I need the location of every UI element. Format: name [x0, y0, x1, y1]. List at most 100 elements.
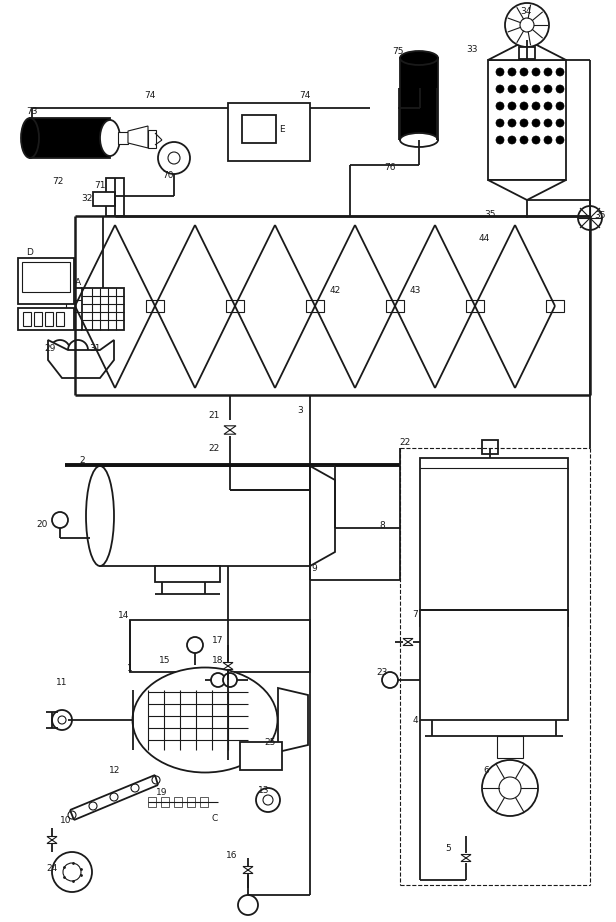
Circle shape — [508, 85, 516, 93]
Bar — [519, 47, 535, 59]
Circle shape — [508, 68, 516, 76]
Text: 8: 8 — [379, 521, 385, 529]
Circle shape — [532, 85, 540, 93]
Text: 23: 23 — [376, 668, 387, 677]
Circle shape — [556, 136, 564, 144]
Text: 76: 76 — [384, 163, 395, 172]
Circle shape — [520, 136, 528, 144]
Circle shape — [496, 85, 504, 93]
Ellipse shape — [21, 118, 39, 158]
Bar — [18, 258, 74, 304]
Text: 12: 12 — [109, 765, 121, 774]
Circle shape — [89, 802, 97, 810]
Bar — [546, 300, 564, 312]
Bar — [23, 312, 31, 326]
Bar — [34, 312, 42, 326]
Circle shape — [63, 863, 81, 881]
Text: C: C — [212, 813, 218, 822]
Text: 14: 14 — [118, 610, 130, 620]
Bar — [497, 736, 523, 758]
Circle shape — [508, 136, 516, 144]
Bar — [242, 115, 276, 143]
Bar — [240, 742, 282, 770]
Circle shape — [532, 68, 540, 76]
Bar — [226, 300, 244, 312]
Text: 75: 75 — [392, 48, 403, 56]
Circle shape — [532, 136, 540, 144]
Text: 20: 20 — [36, 519, 47, 528]
Ellipse shape — [400, 51, 438, 65]
Text: D: D — [26, 247, 33, 256]
Bar — [93, 192, 115, 206]
Circle shape — [532, 102, 540, 110]
Circle shape — [505, 3, 549, 47]
Text: 3: 3 — [297, 406, 303, 415]
Circle shape — [482, 760, 538, 816]
Circle shape — [52, 710, 72, 730]
Circle shape — [152, 776, 160, 784]
Circle shape — [263, 795, 273, 805]
Circle shape — [496, 136, 504, 144]
Polygon shape — [278, 688, 308, 752]
Text: 73: 73 — [26, 108, 38, 116]
Bar — [155, 566, 220, 582]
Circle shape — [496, 102, 504, 110]
Circle shape — [58, 716, 66, 724]
Text: 21: 21 — [208, 410, 220, 420]
Text: 35: 35 — [594, 210, 606, 219]
Text: 2: 2 — [79, 455, 85, 465]
Circle shape — [223, 673, 237, 687]
Text: 72: 72 — [52, 178, 63, 186]
Circle shape — [52, 852, 92, 892]
Polygon shape — [461, 855, 471, 861]
Ellipse shape — [100, 120, 120, 156]
Text: 71: 71 — [94, 181, 106, 190]
Bar — [488, 60, 566, 180]
Bar — [466, 300, 484, 312]
Bar — [82, 288, 124, 330]
Polygon shape — [200, 797, 208, 807]
Text: 70: 70 — [162, 171, 174, 180]
Circle shape — [50, 340, 70, 360]
Text: 44: 44 — [479, 233, 490, 242]
Text: 74: 74 — [144, 90, 156, 100]
Bar — [30, 118, 110, 158]
Text: 42: 42 — [330, 286, 341, 294]
Bar — [18, 308, 74, 330]
Bar — [45, 312, 53, 326]
Bar — [56, 312, 64, 326]
Circle shape — [520, 85, 528, 93]
Ellipse shape — [132, 668, 277, 773]
Text: 22: 22 — [399, 438, 411, 446]
Circle shape — [556, 68, 564, 76]
Polygon shape — [310, 466, 335, 566]
Circle shape — [238, 895, 258, 915]
Circle shape — [256, 788, 280, 812]
Circle shape — [520, 68, 528, 76]
Text: 13: 13 — [258, 786, 270, 795]
Bar — [386, 300, 404, 312]
Polygon shape — [488, 40, 566, 60]
Bar — [130, 620, 310, 672]
Polygon shape — [488, 180, 566, 200]
Text: 15: 15 — [160, 656, 171, 665]
Bar — [228, 103, 310, 161]
Circle shape — [496, 68, 504, 76]
Circle shape — [496, 119, 504, 127]
Text: 18: 18 — [213, 656, 224, 665]
Circle shape — [382, 672, 398, 688]
Text: 5: 5 — [445, 844, 451, 853]
Text: 19: 19 — [156, 787, 168, 797]
Bar — [420, 458, 568, 626]
Bar — [100, 466, 310, 566]
Text: 4: 4 — [412, 715, 418, 725]
Bar — [148, 130, 156, 148]
Bar — [66, 300, 84, 312]
Circle shape — [131, 784, 139, 792]
Circle shape — [556, 85, 564, 93]
Text: 6: 6 — [483, 765, 489, 774]
Circle shape — [508, 102, 516, 110]
Text: 43: 43 — [409, 286, 421, 294]
Text: 10: 10 — [60, 815, 71, 824]
Polygon shape — [174, 797, 182, 807]
